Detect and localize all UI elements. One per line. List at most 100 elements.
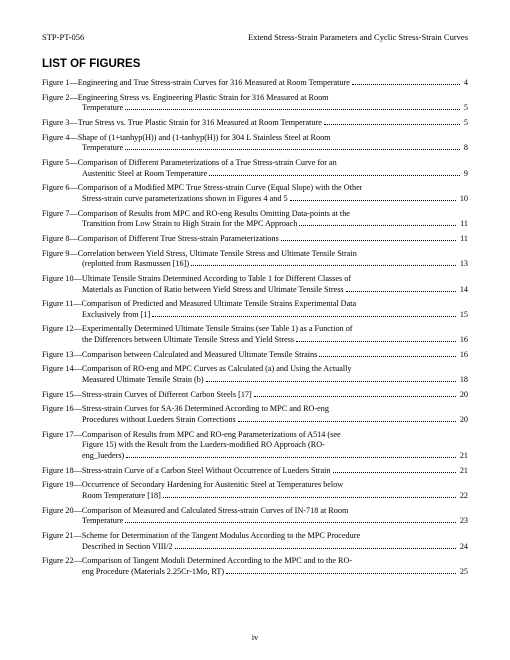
figure-title-text: Austenitic Steel at Room Temperature xyxy=(82,169,207,180)
figure-title-text: Comparison of Predicted and Measured Ult… xyxy=(82,299,357,310)
figure-title-text: Stress-strain curve parameterizations sh… xyxy=(82,194,288,205)
figure-label: Figure 7— xyxy=(42,209,78,220)
figure-page-number: 20 xyxy=(458,415,468,426)
figure-entry-line: Figure 17—Comparison of Results from MPC… xyxy=(42,430,468,441)
figure-page-number: 18 xyxy=(458,375,468,386)
figure-entry-line: Figure 19—Occurrence of Secondary Harden… xyxy=(42,480,468,491)
dot-leader xyxy=(125,145,460,151)
dot-leader xyxy=(226,568,456,574)
dot-leader xyxy=(238,417,456,423)
figure-entry: Figure 14—Comparison of RO-eng and MPC C… xyxy=(42,364,468,385)
figure-title-text: (replotted from Rasmussen [16]) xyxy=(82,259,189,270)
dot-leader xyxy=(125,518,456,524)
figure-title-text: Comparison of Measured and Calculated St… xyxy=(82,506,349,517)
figure-title-text: Scheme for Determination of the Tangent … xyxy=(82,531,360,542)
figure-title-text: Engineering Stress vs. Engineering Plast… xyxy=(78,93,329,104)
figure-list: Figure 1—Engineering and True Stress-str… xyxy=(42,78,468,578)
figure-page-number: 5 xyxy=(462,118,468,129)
figure-title-text: Procedures without Lueders Strain Correc… xyxy=(82,415,236,426)
figure-page-number: 23 xyxy=(458,516,468,527)
figure-title-text: Transition from Low Strain to High Strai… xyxy=(82,219,297,230)
figure-title-text: Temperature xyxy=(82,103,123,114)
figure-entry: Figure 17—Comparison of Results from MPC… xyxy=(42,430,468,462)
figure-entry: Figure 8—Comparison of Different True St… xyxy=(42,234,468,245)
figure-title-text: Comparison between Calculated and Measur… xyxy=(82,350,318,361)
figure-title-text: eng Procedure (Materials 2.25Cr-1Mo, RT) xyxy=(82,567,224,578)
figure-entry: Figure 15—Stress-strain Curves of Differ… xyxy=(42,390,468,401)
figure-entry-line: Figure 16—Stress-strain Curves for SA-36… xyxy=(42,404,468,415)
figure-page-number: 5 xyxy=(462,103,468,114)
dot-leader xyxy=(346,286,456,292)
figure-label: Figure 2— xyxy=(42,93,78,104)
figure-title-text: Comparison of Tangent Moduli Determined … xyxy=(82,556,352,567)
figure-entry-line: Procedures without Lueders Strain Correc… xyxy=(42,415,468,426)
figure-entry: Figure 11—Comparison of Predicted and Me… xyxy=(42,299,468,320)
figure-label: Figure 20— xyxy=(42,506,82,517)
figure-entry-line: Figure 5—Comparison of Different Paramet… xyxy=(42,158,468,169)
figure-label: Figure 17— xyxy=(42,430,82,441)
dot-leader xyxy=(333,467,456,473)
figure-page-number: 16 xyxy=(458,350,468,361)
figure-title-text: Figure 15) with the Result from the Lued… xyxy=(82,440,325,451)
figure-entry: Figure 22—Comparison of Tangent Moduli D… xyxy=(42,556,468,577)
figure-title-text: Stress-strain Curves of Different Carbon… xyxy=(82,390,252,401)
figure-entry-line: Figure 15) with the Result from the Lued… xyxy=(42,440,468,451)
figure-title-text: Comparison of RO-eng and MPC Curves as C… xyxy=(82,364,352,375)
figure-entry: Figure 16—Stress-strain Curves for SA-36… xyxy=(42,404,468,425)
figure-label: Figure 18— xyxy=(42,466,82,477)
figure-entry: Figure 13—Comparison between Calculated … xyxy=(42,350,468,361)
figure-entry: Figure 21—Scheme for Determination of th… xyxy=(42,531,468,552)
figure-page-number: 13 xyxy=(458,259,468,270)
figure-page-number: 9 xyxy=(462,169,468,180)
figure-entry-line: Figure 3—True Stress vs. True Plastic St… xyxy=(42,118,468,129)
figure-title-text: Ultimate Tensile Strains Determined Acco… xyxy=(82,274,351,285)
figure-entry: Figure 20—Comparison of Measured and Cal… xyxy=(42,506,468,527)
figure-title-text: the Differences between Ultimate Tensile… xyxy=(82,335,294,346)
figure-title-text: Described in Section VIII/2 xyxy=(82,542,173,553)
figure-entry-line: the Differences between Ultimate Tensile… xyxy=(42,335,468,346)
figure-entry-line: eng Procedure (Materials 2.25Cr-1Mo, RT)… xyxy=(42,567,468,578)
figure-entry: Figure 12—Experimentally Determined Ulti… xyxy=(42,324,468,345)
figure-title-text: Temperature xyxy=(82,516,123,527)
dot-leader xyxy=(191,261,456,267)
figure-entry-line: Figure 8—Comparison of Different True St… xyxy=(42,234,468,245)
figure-title-text: Stress-strain Curve of a Carbon Steel Wi… xyxy=(82,466,331,477)
figure-label: Figure 5— xyxy=(42,158,78,169)
figure-page-number: 22 xyxy=(458,491,468,502)
figure-label: Figure 16— xyxy=(42,404,82,415)
figure-entry-line: Temperature8 xyxy=(42,143,468,154)
figure-entry-line: Figure 20—Comparison of Measured and Cal… xyxy=(42,506,468,517)
figure-entry: Figure 5—Comparison of Different Paramet… xyxy=(42,158,468,179)
figure-title-text: eng_lueders) xyxy=(82,451,124,462)
figure-entry-line: Figure 12—Experimentally Determined Ulti… xyxy=(42,324,468,335)
figure-label: Figure 19— xyxy=(42,480,82,491)
dot-leader xyxy=(319,351,455,357)
figure-label: Figure 13— xyxy=(42,350,82,361)
figure-entry-line: Figure 10—Ultimate Tensile Strains Deter… xyxy=(42,274,468,285)
figure-title-text: Comparison of a Modified MPC True Stress… xyxy=(78,183,363,194)
figure-label: Figure 3— xyxy=(42,118,78,129)
figure-page-number: 21 xyxy=(458,466,468,477)
figure-page-number: 11 xyxy=(458,234,468,245)
figure-entry: Figure 1—Engineering and True Stress-str… xyxy=(42,78,468,89)
figure-label: Figure 12— xyxy=(42,324,82,335)
figure-entry: Figure 3—True Stress vs. True Plastic St… xyxy=(42,118,468,129)
figure-page-number: 4 xyxy=(462,78,468,89)
figure-entry: Figure 2—Engineering Stress vs. Engineer… xyxy=(42,93,468,114)
figure-title-text: Experimentally Determined Ultimate Tensi… xyxy=(82,324,353,335)
figure-page-number: 21 xyxy=(458,451,468,462)
figure-entry-line: Figure 4—Shape of (1+tanhyp(H)) and (1-t… xyxy=(42,133,468,144)
figure-entry-line: Transition from Low Strain to High Strai… xyxy=(42,219,468,230)
dot-leader xyxy=(125,105,460,111)
figure-label: Figure 22— xyxy=(42,556,82,567)
dot-leader xyxy=(290,195,456,201)
dot-leader xyxy=(126,453,456,459)
figure-label: Figure 1— xyxy=(42,78,78,89)
dot-leader xyxy=(209,170,460,176)
figure-entry-line: Stress-strain curve parameterizations sh… xyxy=(42,194,468,205)
figure-entry: Figure 10—Ultimate Tensile Strains Deter… xyxy=(42,274,468,295)
figure-page-number: 10 xyxy=(458,194,468,205)
figure-title-text: Materials as Function of Ratio between Y… xyxy=(82,285,344,296)
figure-entry-line: Figure 6—Comparison of a Modified MPC Tr… xyxy=(42,183,468,194)
figure-entry-line: Figure 7—Comparison of Results from MPC … xyxy=(42,209,468,220)
